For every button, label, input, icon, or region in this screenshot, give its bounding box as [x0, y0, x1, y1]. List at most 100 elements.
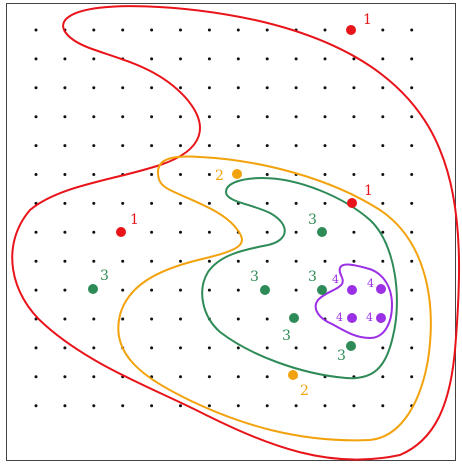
- grid-dot: [381, 375, 385, 379]
- grid-dot: [323, 144, 327, 148]
- grid-dot: [323, 115, 327, 119]
- point-marker: [376, 284, 386, 294]
- grid-dot: [150, 57, 154, 61]
- grid-dot: [150, 230, 154, 234]
- grid-dot: [121, 144, 125, 148]
- grid-dot: [121, 288, 125, 292]
- grid-dot: [121, 86, 125, 90]
- grid-dot: [92, 144, 96, 148]
- grid-dot: [121, 404, 125, 408]
- grid-dot: [381, 230, 385, 234]
- point-label: 4: [367, 277, 374, 290]
- point-label: 2: [215, 168, 224, 184]
- grid-dot: [410, 144, 414, 148]
- grid-dot: [92, 230, 96, 234]
- grid-dot: [381, 346, 385, 350]
- grid-dot: [150, 173, 154, 176]
- grid-dot: [265, 317, 269, 321]
- grid-dot: [207, 230, 211, 234]
- grid-dot: [294, 230, 298, 234]
- grid-dot: [179, 317, 182, 321]
- frame: [6, 3, 456, 461]
- grid-dot: [323, 346, 327, 350]
- grid-dot: [150, 144, 154, 148]
- grid-dot: [323, 57, 327, 61]
- grid-dot: [92, 57, 96, 61]
- grid-dot: [63, 173, 67, 176]
- point-label: 3: [337, 348, 346, 364]
- grid-dot: [34, 86, 38, 90]
- grid-dot: [179, 259, 182, 263]
- grid-dot: [265, 173, 269, 176]
- grid-dot: [179, 144, 182, 148]
- grid-dot: [34, 230, 38, 234]
- grid-dot: [410, 375, 414, 379]
- grid-dot: [265, 144, 269, 148]
- point-label: 2: [300, 383, 309, 399]
- grid-dot: [323, 259, 327, 263]
- grid-dot: [179, 288, 182, 292]
- point-marker: [317, 285, 327, 295]
- grid-dot: [265, 259, 269, 263]
- grid-dot: [265, 404, 269, 408]
- grid-dot: [179, 201, 182, 205]
- grid-dot: [381, 115, 385, 119]
- grid-dot: [179, 346, 182, 350]
- grid-dot: [179, 230, 182, 234]
- grid-dot: [92, 173, 96, 176]
- point-label: 1: [363, 12, 372, 28]
- grid-dot: [92, 86, 96, 90]
- grid-dot: [323, 404, 327, 408]
- point-marker: [347, 313, 357, 323]
- point-label: 4: [366, 311, 373, 324]
- grid-dot: [63, 144, 67, 148]
- labeled-points: 1 1 1 2 2 3 3 3 3 3 3 4 4 4 4: [88, 12, 386, 399]
- grid-dot: [207, 144, 211, 148]
- grid-dot: [34, 259, 38, 263]
- grid-dot: [236, 317, 240, 321]
- grid-dot: [150, 259, 154, 263]
- grid-dot: [294, 86, 298, 90]
- grid-dot: [294, 115, 298, 119]
- point-label: 4: [336, 311, 343, 324]
- grid-dot: [410, 115, 414, 119]
- grid-dot: [410, 259, 414, 263]
- grid-dot: [236, 346, 240, 350]
- grid-dot: [381, 404, 385, 408]
- point-marker: [346, 25, 356, 35]
- grid-dot: [236, 375, 240, 379]
- grid-dot: [265, 57, 269, 61]
- grid-dot: [150, 404, 154, 408]
- grid-dot: [63, 375, 67, 379]
- point-label: 3: [250, 269, 259, 285]
- point-label: 4: [332, 273, 339, 286]
- grid-dot: [265, 201, 269, 205]
- grid-dot: [92, 346, 96, 350]
- grid-dot: [207, 375, 211, 379]
- grid-dot: [34, 288, 38, 292]
- grid-dot: [179, 375, 182, 379]
- grid-dot: [410, 230, 414, 234]
- grid-dot: [381, 28, 385, 32]
- grid-dot: [34, 375, 38, 379]
- grid-dot: [179, 86, 182, 90]
- grid-dot: [410, 57, 414, 61]
- grid-dot: [63, 115, 67, 119]
- grid-dot: [410, 86, 414, 90]
- grid-dot: [179, 28, 182, 32]
- grid-dot: [265, 115, 269, 119]
- grid-dot: [294, 259, 298, 263]
- grid-dot: [352, 230, 356, 234]
- point-label: 1: [364, 183, 373, 199]
- grid-dot: [352, 173, 356, 176]
- grid-dot: [150, 288, 154, 292]
- grid-dot: [294, 144, 298, 148]
- grid-dot: [236, 288, 240, 292]
- grid-dot: [294, 288, 298, 292]
- grid-dot: [34, 346, 38, 350]
- grid-dot: [34, 144, 38, 148]
- grid-dot: [179, 115, 182, 119]
- grid-dot: [381, 57, 385, 61]
- grid-dot: [381, 201, 385, 205]
